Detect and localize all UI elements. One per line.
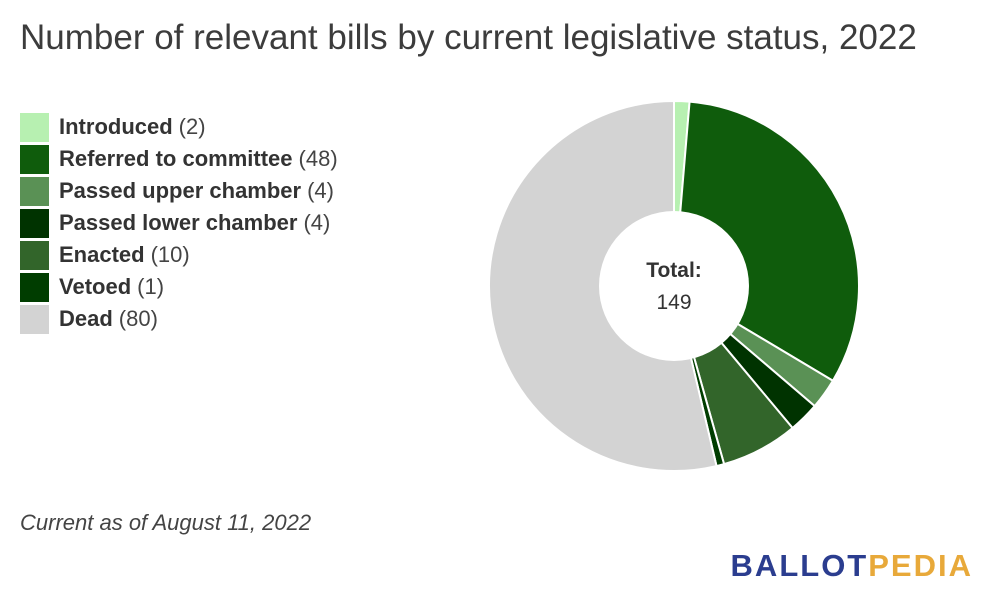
legend-label: Introduced <box>59 114 173 139</box>
logo-part-1: BALLOT <box>730 548 869 583</box>
legend-count: (4) <box>303 210 331 235</box>
legend-swatch <box>20 112 49 142</box>
legend-count: (10) <box>150 242 190 267</box>
legend: Introduced (2) Referred to committee (48… <box>20 111 338 335</box>
legend-item-vetoed: Vetoed (1) <box>20 271 338 303</box>
legend-swatch <box>20 144 49 174</box>
legend-count: (48) <box>298 146 338 171</box>
legend-label: Vetoed <box>59 274 132 299</box>
legend-item-referred: Referred to committee (48) <box>20 143 338 175</box>
logo-part-2: PEDIA <box>868 548 973 583</box>
legend-swatch <box>20 208 49 238</box>
legend-swatch <box>20 176 49 206</box>
legend-item-introduced: Introduced (2) <box>20 111 338 143</box>
legend-swatch <box>20 240 49 270</box>
center-label: Total: <box>646 259 702 282</box>
legend-count: (2) <box>178 114 206 139</box>
legend-label: Referred to committee <box>59 146 293 171</box>
legend-swatch <box>20 272 49 302</box>
legend-label: Passed lower chamber <box>59 210 298 235</box>
legend-label: Enacted <box>59 242 145 267</box>
legend-swatch <box>20 304 49 334</box>
legend-item-dead: Dead (80) <box>20 303 338 335</box>
chart-title: Number of relevant bills by current legi… <box>20 18 917 57</box>
legend-item-passed-lower: Passed lower chamber (4) <box>20 207 338 239</box>
donut-hole <box>599 211 749 361</box>
legend-item-passed-upper: Passed upper chamber (4) <box>20 175 338 207</box>
legend-label: Dead <box>59 306 113 331</box>
legend-count: (80) <box>118 306 158 331</box>
legend-count: (1) <box>137 274 165 299</box>
footnote: Current as of August 11, 2022 <box>20 510 312 535</box>
center-total: 149 <box>656 291 691 314</box>
ballotpedia-logo: BALLOTPEDIA <box>731 548 973 584</box>
legend-item-enacted: Enacted (10) <box>20 239 338 271</box>
legend-count: (4) <box>307 178 334 203</box>
legend-label: Passed upper chamber <box>59 178 302 203</box>
